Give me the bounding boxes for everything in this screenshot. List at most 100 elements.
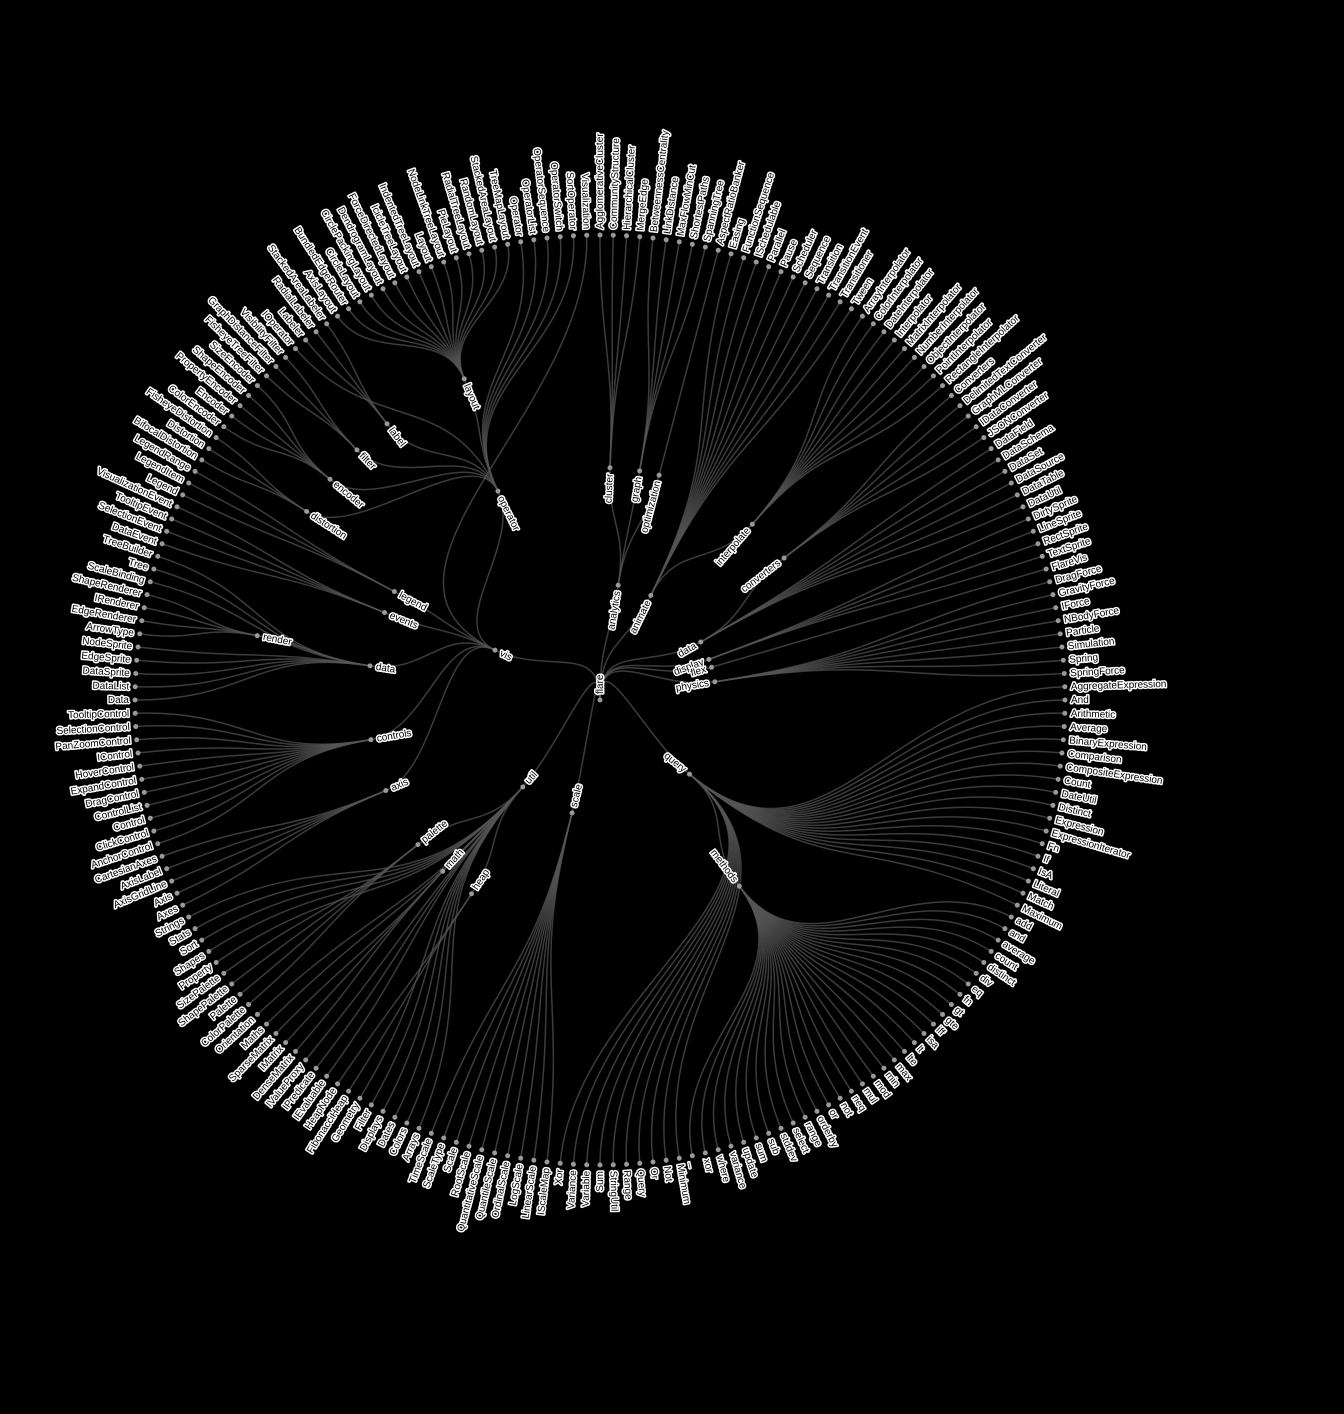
node-label: EdgeSprite [81,651,132,666]
tree-link [371,646,495,739]
node-dot [712,679,718,685]
radial-tree-diagram: flareanalyticsclusterAgglomerativeCluste… [0,0,1344,1414]
node-dot [637,234,642,239]
tree-node: Data [108,695,138,706]
tree-node: graph [629,468,646,503]
node-dot [1035,541,1041,547]
tree-link [295,349,497,492]
node-dot [1053,789,1059,795]
node-dot [1055,618,1061,624]
node-dot [615,582,621,588]
tree-node: analytics [606,582,624,631]
node-dot [133,711,138,716]
tree-node: interpolate [714,519,758,568]
tree-link [469,813,572,1146]
node-label: HierarchicalCluster [622,144,638,230]
tree-node: Visualization [579,173,592,238]
node-dot [134,737,139,742]
node-label: SpringForce [1070,665,1125,679]
node-dot [505,1153,511,1159]
node-dot [1030,865,1036,871]
tree-link [477,491,503,650]
node-dot [656,472,662,478]
tree-link [136,726,371,745]
node-label: Range [621,1170,634,1200]
node-dot [1001,925,1008,932]
tree-node: operator [491,487,521,534]
tree-link [651,302,840,596]
node-dot [650,235,656,241]
tree-node: SpringForce [1061,665,1125,680]
node-dot [715,1147,721,1153]
node-dot [837,298,844,305]
node-dot [814,1108,821,1115]
node-label: Xor [553,1168,565,1185]
node-dot [185,914,192,921]
tree-node: scale [567,783,585,817]
node-label: Spring [1069,652,1099,665]
node-dot [155,841,161,847]
node-label: TooltipControl [68,709,129,722]
tree-node: heap [466,867,492,899]
node-dot [192,468,199,475]
tree-node: data [676,637,706,660]
node-label: Simulation [1067,636,1115,652]
node-dot [416,268,423,275]
tree-node: SortOperator [564,172,579,239]
tree-node: DataList [92,681,137,693]
tree-link [752,376,933,524]
node-dot [1001,468,1008,475]
node-dot [461,375,468,382]
node-dot [544,235,550,241]
node-label: NodeSprite [82,636,133,653]
node-dot [492,244,498,250]
node-label: IControl [97,749,133,764]
node-dot [825,1101,832,1108]
node-dot [367,663,373,669]
node-label: gt [952,1005,966,1019]
node-label: graph [629,476,644,503]
node-dot [1062,684,1067,689]
node-label: axis [389,777,410,794]
tree-link [640,240,667,471]
node-dot [428,263,434,269]
node-label: Fn [1046,841,1060,855]
node-dot [441,1135,447,1141]
tree-link [232,416,330,479]
node-dot [505,241,511,247]
node-label: Visualization [579,173,592,229]
node-dot [753,1135,759,1141]
tree-node: encoder [324,474,366,511]
tree-link [135,662,370,700]
tree-node: controls [368,728,413,746]
node-label: Sum [595,1171,606,1192]
node-label: scale [569,783,585,809]
node-dot [598,698,603,703]
node-dot [558,234,563,239]
tree-link [640,244,693,471]
node-dot [571,1162,576,1167]
node-label: Not [661,1166,674,1183]
tree-link [534,813,572,1160]
tree-link [349,894,472,1091]
tree-node: StringUtil [607,1162,619,1211]
node-label: distortion [308,511,348,542]
node-dot [676,239,682,245]
node-dot [356,1095,363,1102]
node-dot [1035,853,1041,859]
node-dot [765,1130,771,1136]
node-dot [168,878,175,885]
node-label: Variable [581,1170,593,1207]
tree-node: palette [413,818,450,851]
node-dot [663,237,669,243]
node-dot [837,1095,844,1102]
node-dot [391,1114,398,1121]
node-dot [391,588,398,595]
node-label: physics [675,678,710,694]
node-dot [479,1147,485,1153]
node-label: iff [934,1025,947,1038]
node-dot [137,631,143,637]
node-label: lt [914,1044,926,1055]
node-dot [765,263,771,269]
node-label: cluster [604,473,616,504]
